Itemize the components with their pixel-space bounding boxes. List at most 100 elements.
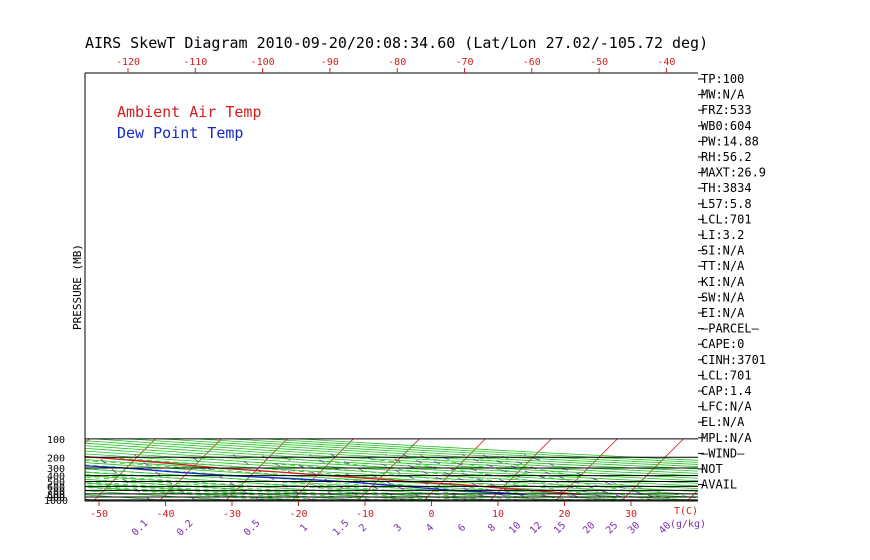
pressure-tick-label: 1000 <box>44 496 68 507</box>
pressure-tick-label: 200 <box>47 453 65 464</box>
top-temp-label: -90 <box>321 57 339 68</box>
mixing-ratio-line <box>362 454 470 501</box>
legend: Ambient Air Temp Dew Point Temp <box>117 103 262 142</box>
dry-adiabat-line <box>85 447 698 484</box>
bottom-temp-label: -30 <box>223 509 241 520</box>
bottom-temp-label: 30 <box>625 509 637 520</box>
dry-adiabat-line <box>85 450 698 487</box>
top-temp-label: -70 <box>455 57 473 68</box>
pressure-tick-label: 800 <box>47 490 65 501</box>
side-panel-item: LI:3.2 <box>701 228 744 242</box>
top-temp-label: -80 <box>388 57 406 68</box>
side-panel-item: RH:56.2 <box>701 150 752 164</box>
legend-ambient: Ambient Air Temp <box>117 103 262 121</box>
mixing-ratio-line <box>95 454 152 501</box>
mixing-ratio-unit: (g/kg) <box>670 519 706 530</box>
legend-dewpoint: Dew Point Temp <box>117 124 243 142</box>
mixing-ratio-line <box>481 454 616 501</box>
mixing-ratio-label: 3 <box>392 522 404 534</box>
dry-adiabat-line <box>197 438 698 468</box>
side-panel-item: CINH:3701 <box>701 353 766 367</box>
x-axis-unit: T(C) <box>674 506 698 517</box>
mixing-ratio-line <box>309 454 406 501</box>
chart-title: AIRS SkewT Diagram 2010-09-20/20:08:34.6… <box>85 34 709 52</box>
moist-adiabat-line <box>85 471 476 501</box>
side-panel-item: WB0:604 <box>701 119 752 133</box>
mixing-ratio-label: 0.2 <box>175 518 196 539</box>
mixing-ratio-line <box>461 454 592 501</box>
mixing-ratio-label: 12 <box>528 520 544 536</box>
moist-adiabat-line <box>85 460 556 501</box>
isobar-lines <box>85 438 698 501</box>
bottom-temp-label: -20 <box>289 509 307 520</box>
pressure-tick-label: 300 <box>47 464 65 475</box>
top-temp-label: -100 <box>251 57 275 68</box>
isotherm-line <box>753 439 815 501</box>
mixing-ratio-line <box>523 454 669 501</box>
dry-adiabat-line <box>85 456 698 492</box>
pressure-tick-label: 900 <box>47 493 65 504</box>
mixing-ratio-line <box>330 454 432 501</box>
side-panel-item: TH:3834 <box>701 181 752 195</box>
mixing-ratio-label: 25 <box>604 520 620 536</box>
side-panel-item: CAP:1.4 <box>701 384 752 398</box>
side-panel-item: MPL:N/A <box>701 431 752 445</box>
mixing-ratio-label: 8 <box>486 522 498 534</box>
pressure-tick-label: 500 <box>47 478 65 489</box>
top-temp-label: -120 <box>116 57 140 68</box>
pressure-tick-label: 100 <box>47 435 65 446</box>
mixing-ratio-label: 1.5 <box>331 518 352 539</box>
side-panel-item: MAXT:26.9 <box>701 166 766 180</box>
mixing-ratio-label: 15 <box>552 520 568 536</box>
moist-adiabat-line <box>273 456 635 501</box>
isotherm-line <box>819 439 870 501</box>
moist-adiabat-line <box>85 464 529 501</box>
top-temp-label: -50 <box>590 57 608 68</box>
side-panel-item: FRZ:533 <box>701 103 752 117</box>
dry-adiabat-line <box>0 439 47 501</box>
plot-frame <box>84 72 698 502</box>
dry-adiabat-line <box>163 438 698 470</box>
mixing-ratio-label: 30 <box>626 520 642 536</box>
top-temp-label: -110 <box>183 57 207 68</box>
top-temp-label: -40 <box>657 57 675 68</box>
mixing-ratio-label: 0.1 <box>130 518 151 539</box>
side-panel-item: L57:5.8 <box>701 197 752 211</box>
side-panel-item: EI:N/A <box>701 306 745 320</box>
mixing-ratio-label: 1 <box>298 522 310 534</box>
side-panel-item: –WIND– <box>701 446 745 460</box>
dew-point-line <box>85 465 526 495</box>
bottom-temp-label: -10 <box>356 509 374 520</box>
y-axis-title: PRESSURE (MB) <box>71 244 84 330</box>
mixing-ratio-label: 4 <box>424 522 436 534</box>
top-temp-label: -60 <box>523 57 541 68</box>
mixing-ratio-label: 2 <box>357 522 369 534</box>
bottom-temp-label: -50 <box>90 509 108 520</box>
side-panel-item: MW:N/A <box>701 88 745 102</box>
mixing-ratio-label: 0.5 <box>242 518 263 539</box>
pressure-tick-label: 600 <box>47 482 65 493</box>
profile-lines <box>85 455 580 495</box>
side-panel-item: SI:N/A <box>701 244 745 258</box>
dry-adiabat-line <box>85 442 698 479</box>
side-panel-item: SW:N/A <box>701 290 745 304</box>
bottom-temp-label: 10 <box>492 509 504 520</box>
side-panel-item: –PARCEL– <box>701 322 760 336</box>
side-panel-item: CAPE:0 <box>701 337 744 351</box>
dry-adiabat-line <box>129 438 698 472</box>
dry-adiabat-line <box>85 459 698 495</box>
dry-adiabat-line <box>231 438 698 465</box>
side-panel-item: EL:N/A <box>701 415 745 429</box>
side-panel-item: LFC:N/A <box>701 400 752 414</box>
bottom-temp-label: -40 <box>156 509 174 520</box>
side-panel-item: TT:N/A <box>701 259 745 273</box>
side-panel-item: LCL:701 <box>701 212 752 226</box>
side-panel-item: KI:N/A <box>701 275 745 289</box>
mixing-ratio-line <box>497 454 637 501</box>
mixing-ratio-label: 6 <box>456 522 468 534</box>
moist-adiabat-line <box>85 481 371 501</box>
pressure-tick-label: 700 <box>47 486 65 497</box>
pressure-tick-label: 400 <box>47 472 65 483</box>
dry-adiabat-line <box>85 453 698 489</box>
